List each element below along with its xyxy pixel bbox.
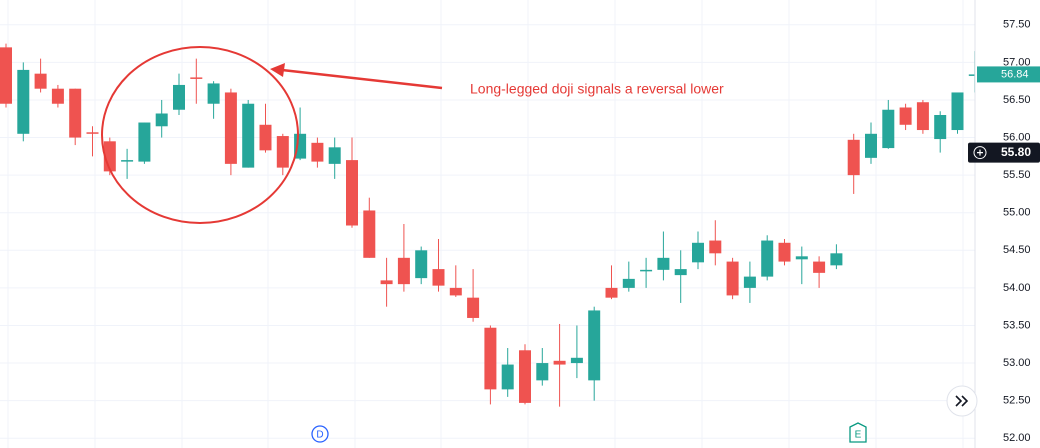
candle-body — [17, 69, 30, 134]
y-tick-label: 56.50 — [1003, 94, 1031, 106]
candle-body — [605, 287, 618, 298]
annotation-arrowhead — [270, 63, 285, 77]
candle-body — [397, 257, 410, 285]
candle-body — [726, 261, 739, 296]
candle-body — [467, 297, 480, 318]
y-tick-label: 53.00 — [1003, 357, 1031, 369]
candle-body — [519, 350, 531, 403]
candle-body — [536, 363, 549, 381]
candle-body — [86, 132, 99, 134]
crosshair-price-label: 55.80 — [1001, 145, 1031, 159]
candle-body — [380, 280, 393, 285]
scroll-icon[interactable] — [955, 395, 969, 407]
crosshair-add-icon[interactable] — [977, 149, 983, 156]
candle-body — [865, 133, 877, 158]
candle-body — [570, 357, 583, 364]
candle-body — [622, 278, 635, 288]
candle-body — [743, 276, 756, 288]
y-tick-label: 57.50 — [1003, 19, 1031, 31]
candle-body — [415, 250, 428, 279]
candle-body — [674, 269, 687, 276]
candle-body — [276, 136, 289, 168]
candle-body — [242, 103, 255, 168]
y-tick-label: 54.50 — [1003, 244, 1031, 256]
event-marker[interactable] — [849, 422, 867, 443]
y-tick-label: 55.50 — [1003, 169, 1031, 181]
candle-body — [640, 269, 653, 272]
y-tick-label: 52.00 — [1003, 432, 1031, 444]
candles — [0, 43, 981, 407]
candle-body — [882, 109, 895, 149]
candle-body — [934, 115, 947, 140]
candle-body — [190, 77, 203, 79]
candle-body — [588, 310, 601, 381]
candle-body — [121, 160, 134, 162]
crosshair-price-tag — [968, 142, 1040, 163]
candle-body — [224, 92, 237, 164]
candle-body — [657, 257, 670, 270]
annotation-ellipse — [101, 46, 299, 224]
y-tick-label: 52.50 — [1003, 395, 1031, 407]
candle-body — [847, 139, 860, 176]
annotation-arrow — [281, 68, 443, 90]
candle-body — [259, 124, 272, 151]
candle-body — [813, 261, 826, 273]
annotation-layer: Long-legged doji signals a reversal lowe… — [101, 46, 724, 224]
candle-body — [138, 122, 151, 162]
candle-body — [34, 73, 47, 89]
last-price-label: 56.84 — [1001, 68, 1029, 80]
candle-body — [830, 253, 843, 266]
candle-body — [449, 287, 462, 296]
candle-body — [311, 142, 324, 162]
price-axis: 52.00 52.50 53.00 53.50 54.00 54.50 55.00 55.50… — [968, 0, 1040, 448]
annotation-text: Long-legged doji signals a reversal lowe… — [470, 81, 724, 97]
y-tick-label: 57.00 — [1003, 56, 1031, 68]
candle-body — [484, 327, 497, 390]
candle-body — [553, 360, 566, 365]
candle-body — [207, 83, 220, 104]
y-tick-label: 56.00 — [1003, 131, 1031, 143]
candle-body — [778, 242, 791, 262]
grid — [0, 0, 975, 448]
crosshair-add-button[interactable] — [973, 146, 987, 160]
candle-body — [795, 256, 808, 260]
candle-body — [501, 364, 514, 390]
candle-body — [0, 47, 12, 104]
candle-body — [432, 269, 445, 286]
candle-body — [709, 240, 722, 254]
candle-body — [173, 84, 185, 110]
candle-body — [916, 102, 929, 131]
candle-body — [346, 160, 358, 226]
event-label[interactable]: D — [316, 430, 323, 441]
y-tick-label: 54.00 — [1003, 282, 1031, 294]
scroll-button[interactable] — [946, 385, 978, 417]
candle-body — [761, 240, 774, 277]
candle-body — [899, 107, 912, 125]
y-tick-label: 55.00 — [1003, 207, 1031, 219]
event-marker[interactable] — [311, 425, 329, 443]
candle-body — [363, 210, 376, 258]
candle-body — [69, 88, 82, 138]
candle-body — [951, 92, 964, 131]
candle-body — [328, 147, 341, 164]
event-label[interactable]: E — [855, 430, 862, 441]
candle-body — [155, 113, 168, 127]
y-tick-label: 53.50 — [1003, 319, 1031, 331]
candle-body — [692, 242, 704, 263]
last-price-tag — [977, 66, 1040, 83]
candle-body — [51, 88, 64, 104]
